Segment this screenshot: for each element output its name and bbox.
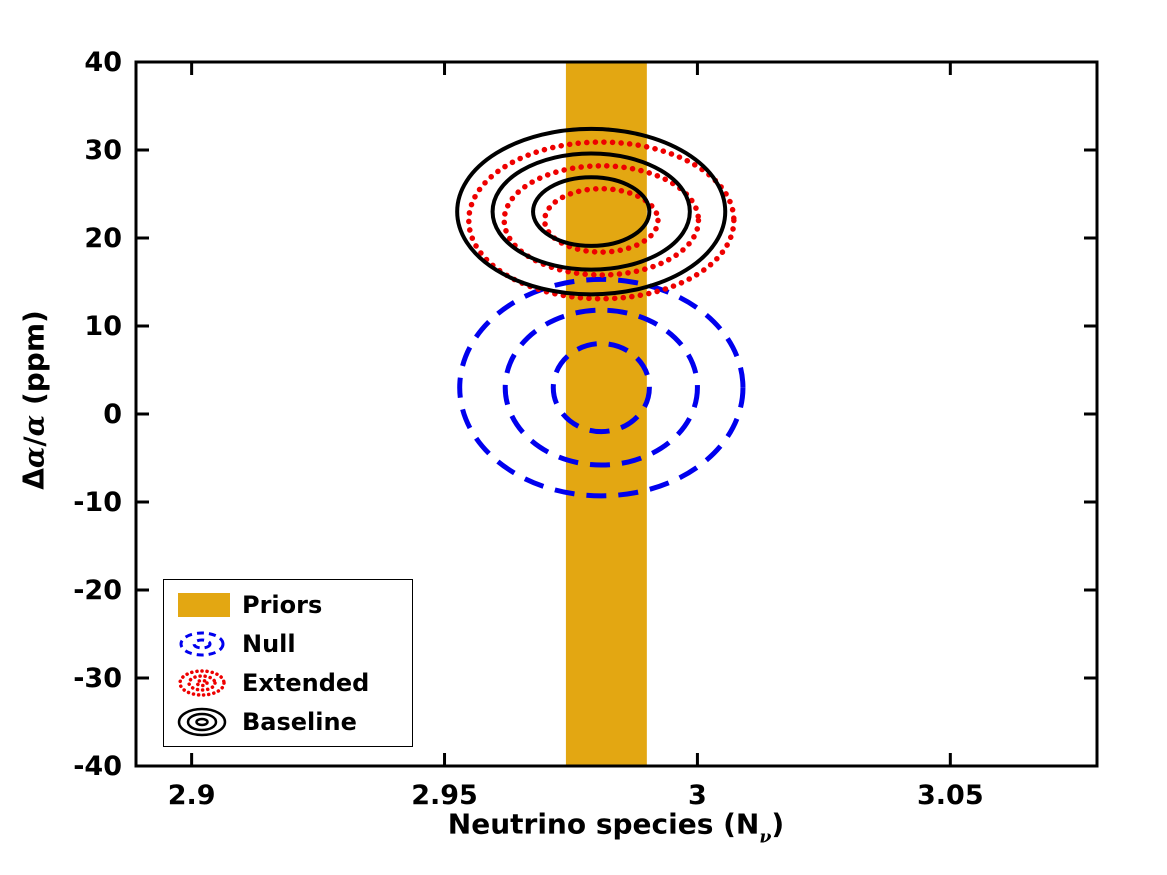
x-tick-label: 3.05 <box>917 780 984 811</box>
x-tick-label: 2.9 <box>168 780 216 811</box>
x-axis-label-subscript-nu: ν <box>759 827 772 848</box>
extended-contour <box>541 185 661 255</box>
legend-label-extended: Extended <box>242 668 370 697</box>
swatch-ring <box>178 668 226 697</box>
baseline-contour <box>531 175 652 248</box>
baseline-swatch-icon <box>172 705 236 739</box>
null-contour <box>502 307 700 468</box>
legend-item-extended: Extended <box>172 664 404 701</box>
priors-swatch-rect <box>178 592 230 617</box>
priors-swatch-graphic <box>178 592 230 617</box>
swatch-ring <box>195 717 209 726</box>
legend-item-null: Null <box>172 625 404 662</box>
y-axis-label-slash: / <box>17 436 51 447</box>
extended-swatch-graphic <box>178 668 226 697</box>
y-tick-label: 0 <box>103 399 122 430</box>
y-axis-label-delta: Δ <box>17 468 51 490</box>
legend-label-null: Null <box>242 629 296 658</box>
x-tick-label: 3 <box>688 780 707 811</box>
x-tick-label: 2.95 <box>411 780 478 811</box>
plot-border <box>134 60 1099 768</box>
baseline-swatch-graphic <box>177 707 227 736</box>
baseline-contour <box>490 151 692 272</box>
x-axis-label: Neutrino species (Nν) <box>447 807 785 848</box>
y-tick-label: -20 <box>73 575 122 606</box>
y-tick-label: 10 <box>84 311 122 342</box>
swatch-ring <box>187 673 217 692</box>
extended-contour <box>466 139 737 302</box>
x-axis-label-main: Neutrino species (N <box>447 807 760 841</box>
y-tick-label: 30 <box>84 135 122 166</box>
swatch-ring <box>179 631 225 656</box>
y-tick-label: -10 <box>73 487 122 518</box>
baseline-contour <box>455 126 728 297</box>
swatch-ring <box>195 678 209 687</box>
y-tick-label: -40 <box>73 751 122 782</box>
null-swatch-graphic <box>179 631 225 656</box>
y-axis-label-alpha1: α <box>17 446 51 469</box>
priors-swatch-icon <box>172 588 236 622</box>
y-axis-label-units: (ppm) <box>17 310 51 415</box>
legend-label-priors: Priors <box>242 590 323 619</box>
extended-contour <box>501 163 702 278</box>
null-swatch-icon <box>172 627 236 661</box>
y-axis-label: Δα/α (ppm) <box>18 310 51 490</box>
legend-item-priors: Priors <box>172 586 404 623</box>
y-tick-label: 20 <box>84 223 122 254</box>
y-tick-label: -30 <box>73 663 122 694</box>
legend-item-baseline: Baseline <box>172 703 404 740</box>
swatch-ring <box>192 638 212 649</box>
x-axis-label-end: ) <box>771 807 785 841</box>
y-axis-label-alpha2: α <box>17 414 51 437</box>
extended-swatch-icon <box>172 666 236 700</box>
null-contour <box>457 276 746 499</box>
legend-box: Priors Null Extended Baseline <box>163 579 413 747</box>
null-contour <box>550 341 652 435</box>
legend-label-baseline: Baseline <box>242 707 357 736</box>
y-tick-label: 40 <box>84 47 122 78</box>
swatch-ring <box>177 707 227 736</box>
swatch-ring <box>186 712 218 731</box>
